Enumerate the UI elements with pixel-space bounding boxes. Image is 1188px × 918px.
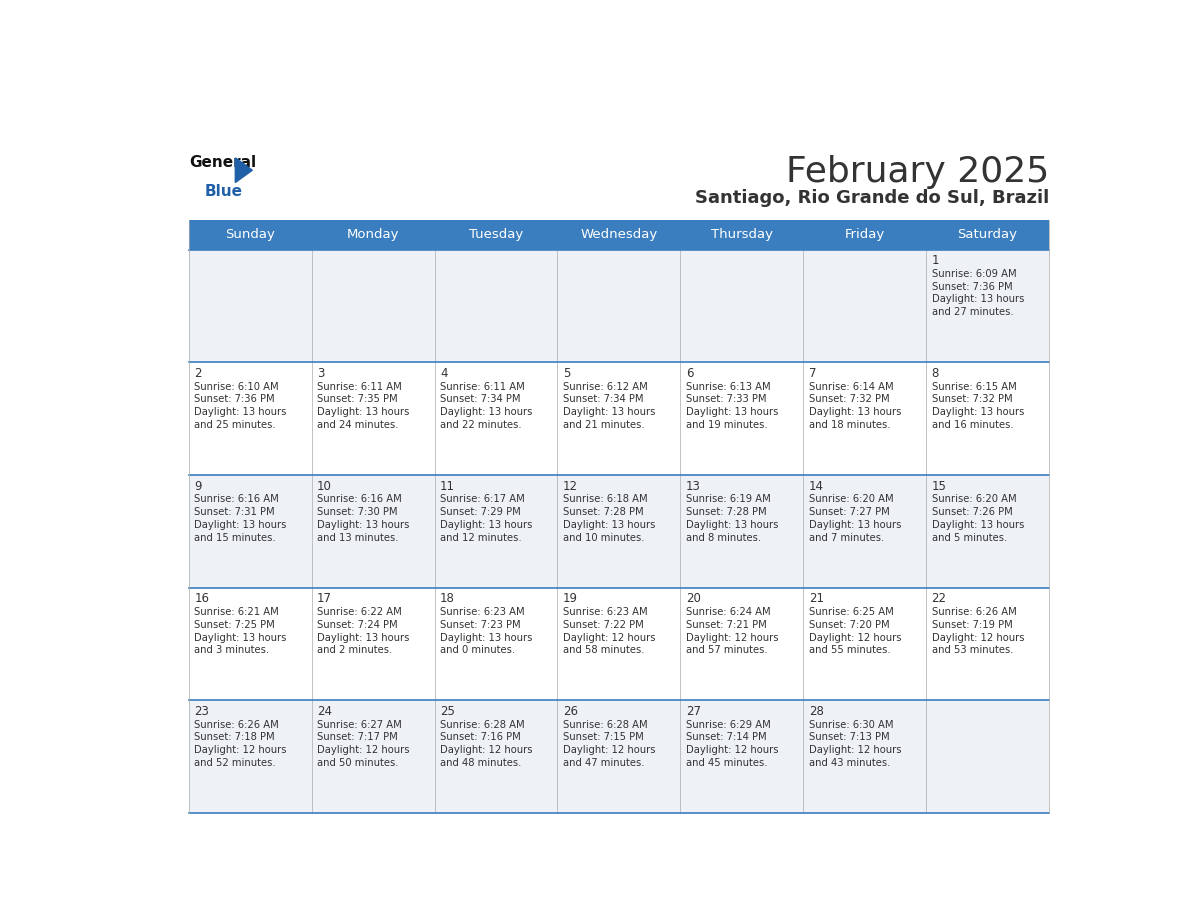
Text: Sunrise: 6:21 AM
Sunset: 7:25 PM
Daylight: 13 hours
and 3 minutes.: Sunrise: 6:21 AM Sunset: 7:25 PM Dayligh…	[194, 607, 286, 655]
Bar	[189, 700, 1049, 813]
Text: 21: 21	[809, 592, 823, 605]
Text: 23: 23	[194, 705, 209, 718]
Text: Sunrise: 6:28 AM
Sunset: 7:16 PM
Daylight: 12 hours
and 48 minutes.: Sunrise: 6:28 AM Sunset: 7:16 PM Dayligh…	[440, 720, 532, 768]
Text: General: General	[189, 155, 255, 170]
Text: Sunrise: 6:20 AM
Sunset: 7:27 PM
Daylight: 13 hours
and 7 minutes.: Sunrise: 6:20 AM Sunset: 7:27 PM Dayligh…	[809, 494, 901, 543]
Text: Sunrise: 6:16 AM
Sunset: 7:31 PM
Daylight: 13 hours
and 15 minutes.: Sunrise: 6:16 AM Sunset: 7:31 PM Dayligh…	[194, 494, 286, 543]
Text: 15: 15	[931, 479, 947, 493]
Text: 22: 22	[931, 592, 947, 605]
Text: Thursday: Thursday	[710, 229, 773, 241]
Text: 10: 10	[317, 479, 331, 493]
Text: 6: 6	[685, 367, 694, 380]
Text: Sunrise: 6:26 AM
Sunset: 7:19 PM
Daylight: 12 hours
and 53 minutes.: Sunrise: 6:26 AM Sunset: 7:19 PM Dayligh…	[931, 607, 1024, 655]
Text: Sunrise: 6:15 AM
Sunset: 7:32 PM
Daylight: 13 hours
and 16 minutes.: Sunrise: 6:15 AM Sunset: 7:32 PM Dayligh…	[931, 382, 1024, 430]
Text: Sunrise: 6:22 AM
Sunset: 7:24 PM
Daylight: 13 hours
and 2 minutes.: Sunrise: 6:22 AM Sunset: 7:24 PM Dayligh…	[317, 607, 410, 655]
Text: Sunrise: 6:11 AM
Sunset: 7:35 PM
Daylight: 13 hours
and 24 minutes.: Sunrise: 6:11 AM Sunset: 7:35 PM Dayligh…	[317, 382, 410, 430]
Text: Sunrise: 6:26 AM
Sunset: 7:18 PM
Daylight: 12 hours
and 52 minutes.: Sunrise: 6:26 AM Sunset: 7:18 PM Dayligh…	[194, 720, 286, 768]
Text: Sunrise: 6:14 AM
Sunset: 7:32 PM
Daylight: 13 hours
and 18 minutes.: Sunrise: 6:14 AM Sunset: 7:32 PM Dayligh…	[809, 382, 901, 430]
Text: Monday: Monday	[347, 229, 399, 241]
Text: Blue: Blue	[204, 185, 242, 199]
Bar	[189, 220, 1049, 250]
Text: Saturday: Saturday	[958, 229, 1018, 241]
Text: February 2025: February 2025	[785, 155, 1049, 189]
Text: 14: 14	[809, 479, 823, 493]
Text: Wednesday: Wednesday	[580, 229, 657, 241]
Text: Sunrise: 6:20 AM
Sunset: 7:26 PM
Daylight: 13 hours
and 5 minutes.: Sunrise: 6:20 AM Sunset: 7:26 PM Dayligh…	[931, 494, 1024, 543]
Text: Sunrise: 6:17 AM
Sunset: 7:29 PM
Daylight: 13 hours
and 12 minutes.: Sunrise: 6:17 AM Sunset: 7:29 PM Dayligh…	[440, 494, 532, 543]
Text: Sunrise: 6:23 AM
Sunset: 7:23 PM
Daylight: 13 hours
and 0 minutes.: Sunrise: 6:23 AM Sunset: 7:23 PM Dayligh…	[440, 607, 532, 655]
Text: Tuesday: Tuesday	[469, 229, 523, 241]
Text: 26: 26	[563, 705, 577, 718]
Bar	[189, 250, 1049, 363]
Text: Sunrise: 6:29 AM
Sunset: 7:14 PM
Daylight: 12 hours
and 45 minutes.: Sunrise: 6:29 AM Sunset: 7:14 PM Dayligh…	[685, 720, 778, 768]
Text: Sunrise: 6:25 AM
Sunset: 7:20 PM
Daylight: 12 hours
and 55 minutes.: Sunrise: 6:25 AM Sunset: 7:20 PM Dayligh…	[809, 607, 902, 655]
Text: Sunrise: 6:13 AM
Sunset: 7:33 PM
Daylight: 13 hours
and 19 minutes.: Sunrise: 6:13 AM Sunset: 7:33 PM Dayligh…	[685, 382, 778, 430]
Text: Sunrise: 6:28 AM
Sunset: 7:15 PM
Daylight: 12 hours
and 47 minutes.: Sunrise: 6:28 AM Sunset: 7:15 PM Dayligh…	[563, 720, 656, 768]
Text: 1: 1	[931, 254, 939, 267]
Text: Sunrise: 6:16 AM
Sunset: 7:30 PM
Daylight: 13 hours
and 13 minutes.: Sunrise: 6:16 AM Sunset: 7:30 PM Dayligh…	[317, 494, 410, 543]
Text: Sunrise: 6:23 AM
Sunset: 7:22 PM
Daylight: 12 hours
and 58 minutes.: Sunrise: 6:23 AM Sunset: 7:22 PM Dayligh…	[563, 607, 656, 655]
Text: 12: 12	[563, 479, 577, 493]
Text: 11: 11	[440, 479, 455, 493]
Text: 7: 7	[809, 367, 816, 380]
Text: 18: 18	[440, 592, 455, 605]
Text: Santiago, Rio Grande do Sul, Brazil: Santiago, Rio Grande do Sul, Brazil	[695, 189, 1049, 207]
Text: 16: 16	[194, 592, 209, 605]
Text: Friday: Friday	[845, 229, 885, 241]
Text: Sunrise: 6:18 AM
Sunset: 7:28 PM
Daylight: 13 hours
and 10 minutes.: Sunrise: 6:18 AM Sunset: 7:28 PM Dayligh…	[563, 494, 656, 543]
Text: 17: 17	[317, 592, 333, 605]
Text: Sunrise: 6:10 AM
Sunset: 7:36 PM
Daylight: 13 hours
and 25 minutes.: Sunrise: 6:10 AM Sunset: 7:36 PM Dayligh…	[194, 382, 286, 430]
Text: 13: 13	[685, 479, 701, 493]
Text: 25: 25	[440, 705, 455, 718]
Text: 24: 24	[317, 705, 333, 718]
Bar	[189, 588, 1049, 700]
Text: 8: 8	[931, 367, 939, 380]
Text: 19: 19	[563, 592, 577, 605]
Bar	[189, 363, 1049, 475]
Text: Sunrise: 6:27 AM
Sunset: 7:17 PM
Daylight: 12 hours
and 50 minutes.: Sunrise: 6:27 AM Sunset: 7:17 PM Dayligh…	[317, 720, 410, 768]
Text: 4: 4	[440, 367, 448, 380]
Text: Sunrise: 6:12 AM
Sunset: 7:34 PM
Daylight: 13 hours
and 21 minutes.: Sunrise: 6:12 AM Sunset: 7:34 PM Dayligh…	[563, 382, 656, 430]
Text: Sunrise: 6:11 AM
Sunset: 7:34 PM
Daylight: 13 hours
and 22 minutes.: Sunrise: 6:11 AM Sunset: 7:34 PM Dayligh…	[440, 382, 532, 430]
Text: 20: 20	[685, 592, 701, 605]
Text: 9: 9	[194, 479, 202, 493]
Bar	[189, 475, 1049, 588]
Text: 3: 3	[317, 367, 324, 380]
Text: 27: 27	[685, 705, 701, 718]
Text: Sunday: Sunday	[226, 229, 276, 241]
Text: 28: 28	[809, 705, 823, 718]
Text: 2: 2	[194, 367, 202, 380]
Text: Sunrise: 6:30 AM
Sunset: 7:13 PM
Daylight: 12 hours
and 43 minutes.: Sunrise: 6:30 AM Sunset: 7:13 PM Dayligh…	[809, 720, 902, 768]
Text: Sunrise: 6:19 AM
Sunset: 7:28 PM
Daylight: 13 hours
and 8 minutes.: Sunrise: 6:19 AM Sunset: 7:28 PM Dayligh…	[685, 494, 778, 543]
Text: 5: 5	[563, 367, 570, 380]
Polygon shape	[235, 158, 252, 183]
Text: Sunrise: 6:09 AM
Sunset: 7:36 PM
Daylight: 13 hours
and 27 minutes.: Sunrise: 6:09 AM Sunset: 7:36 PM Dayligh…	[931, 269, 1024, 318]
Text: Sunrise: 6:24 AM
Sunset: 7:21 PM
Daylight: 12 hours
and 57 minutes.: Sunrise: 6:24 AM Sunset: 7:21 PM Dayligh…	[685, 607, 778, 655]
